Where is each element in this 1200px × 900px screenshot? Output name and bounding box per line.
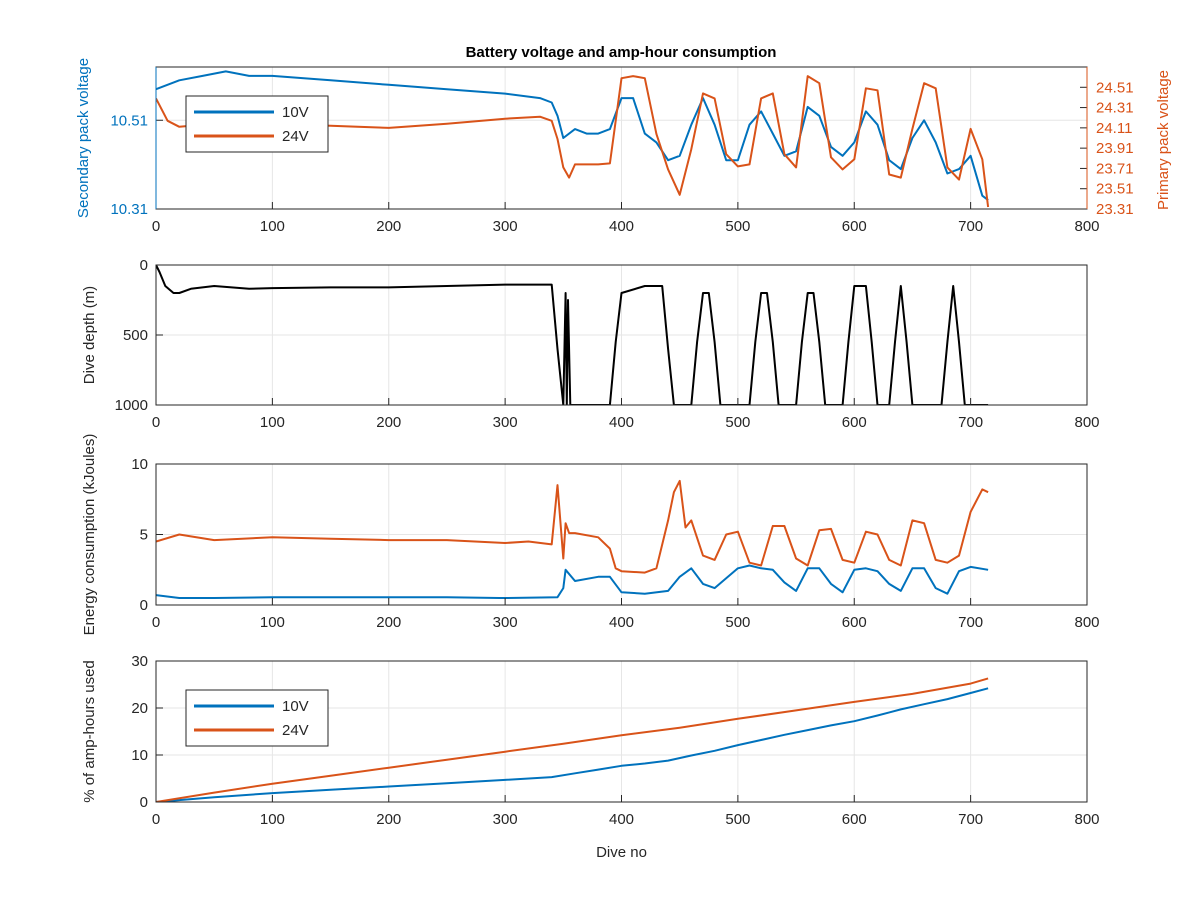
x-tick-label: 500: [725, 414, 750, 431]
series-line-24v: [156, 75, 990, 208]
x-tick-label: 500: [725, 811, 750, 828]
x-tick-label: 300: [493, 218, 518, 235]
x-tick-label: 600: [842, 614, 867, 631]
y-tick-label: 1000: [115, 397, 148, 414]
y-tick-label: 0: [140, 257, 148, 274]
series-group: [156, 265, 989, 405]
series-line-24v: [156, 479, 989, 574]
panel-1: 0 100 200 300 400 500 600 700 800 10.31 10.51 23.31…: [75, 58, 1172, 235]
x-axis-label: Dive no: [596, 844, 647, 861]
x-tick-label: 100: [260, 811, 285, 828]
y-tick-label: 10: [131, 456, 148, 473]
x-tick-label: 0: [152, 414, 160, 431]
panel-4: 0 100 200 300 400 500 600 700 800 0 10 20 30 % of amp…: [81, 653, 1100, 861]
x-tick-label: 300: [493, 614, 518, 631]
legend-box: [185, 95, 329, 153]
y-tick-label: 10.31: [110, 201, 148, 218]
legend-label: 24V: [282, 722, 309, 739]
legend-label: 24V: [282, 128, 309, 145]
panel-2: 0 100 200 300 400 500 600 700 800 0 500 1000 Dive de…: [81, 257, 1100, 431]
x-tick-label: 800: [1074, 614, 1099, 631]
x-tick-label: 700: [958, 614, 983, 631]
y-right-tick-label: 23.91: [1096, 140, 1134, 157]
legend-label: 10V: [282, 104, 309, 121]
y-tick-label: 500: [123, 327, 148, 344]
y-right-tick-label: 24.11: [1096, 120, 1132, 137]
y-right-tick-label: 24.31: [1096, 100, 1134, 117]
x-tick-label: 100: [260, 614, 285, 631]
y-axis-label: Secondary pack voltage: [75, 58, 92, 218]
y-tick-label: 0: [140, 794, 148, 811]
legend-label: 10V: [282, 698, 309, 715]
y-axis-label: Dive depth (m): [81, 286, 98, 384]
x-tick-label: 200: [376, 414, 401, 431]
x-tick-label: 200: [376, 811, 401, 828]
y-tick-label: 10.51: [110, 112, 148, 129]
x-tick-label: 500: [725, 218, 750, 235]
x-tick-label: 400: [609, 414, 634, 431]
x-tick-label: 600: [842, 414, 867, 431]
x-tick-label: 700: [958, 218, 983, 235]
y-axis-label: % of amp-hours used: [81, 660, 98, 803]
x-tick-label: 600: [842, 218, 867, 235]
x-tick-label: 700: [958, 414, 983, 431]
x-tick-label: 0: [152, 614, 160, 631]
x-tick-label: 400: [609, 218, 634, 235]
series-group: [156, 677, 989, 802]
x-tick-label: 300: [493, 811, 518, 828]
panel-3: 0 100 200 300 400 500 600 700 800 0 5 10 Energy cons…: [81, 434, 1100, 636]
y-tick-label: 0: [140, 597, 148, 614]
y-tick-label: 20: [131, 700, 148, 717]
y-right-tick-label: 23.51: [1096, 181, 1134, 198]
y-tick-label: 30: [131, 653, 148, 670]
y-tick-label: 5: [140, 527, 148, 544]
x-tick-label: 300: [493, 414, 518, 431]
x-tick-label: 200: [376, 614, 401, 631]
x-tick-label: 400: [609, 614, 634, 631]
y-axis-label: Energy consumption (kJoules): [81, 434, 98, 636]
x-tick-label: 400: [609, 811, 634, 828]
chart-panels: 0 100 200 300 400 500 600 700 80010.3110.5123.31…: [75, 58, 1172, 861]
series-line-24v: [156, 677, 989, 802]
series-group: [156, 479, 989, 599]
x-tick-label: 800: [1074, 811, 1099, 828]
x-tick-label: 800: [1074, 218, 1099, 235]
x-tick-label: 700: [958, 811, 983, 828]
series-line-10v: [156, 687, 989, 802]
x-tick-label: 100: [260, 414, 285, 431]
y-tick-label: 10: [131, 747, 148, 764]
x-tick-label: 600: [842, 811, 867, 828]
y-right-tick-label: 23.31: [1096, 201, 1134, 218]
y-right-tick-label: 23.71: [1096, 160, 1134, 177]
y-right-axis-label: Primary pack voltage: [1155, 70, 1172, 210]
legend-box: [185, 689, 329, 747]
x-tick-label: 800: [1074, 414, 1099, 431]
figure-title: Battery voltage and amp-hour consumption: [466, 44, 777, 61]
x-tick-label: 100: [260, 218, 285, 235]
x-tick-label: 0: [152, 218, 160, 235]
series-line-depth: [156, 265, 989, 405]
x-tick-label: 0: [152, 811, 160, 828]
series-line-10v: [156, 564, 989, 599]
y-right-tick-label: 24.51: [1096, 79, 1134, 96]
x-tick-label: 200: [376, 218, 401, 235]
series-group: [156, 70, 990, 208]
x-tick-label: 500: [725, 614, 750, 631]
